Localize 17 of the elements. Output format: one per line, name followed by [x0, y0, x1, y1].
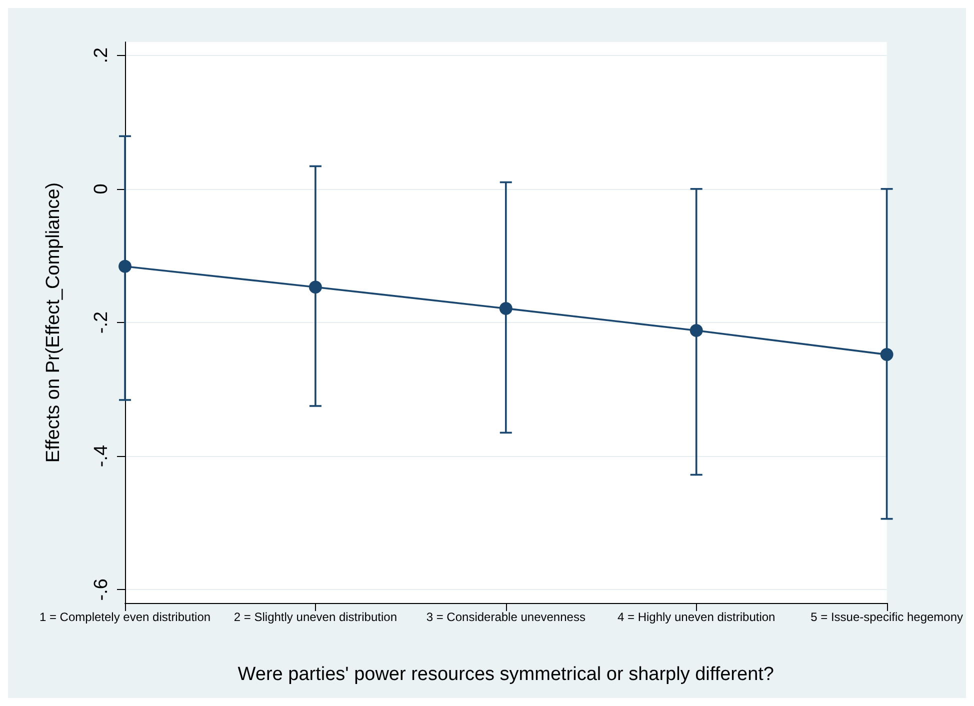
y-tick-label: .2	[91, 47, 112, 64]
x-tick-label: 4 = Highly uneven distribution	[617, 610, 776, 624]
point	[880, 348, 894, 362]
y-tick-label: -.6	[91, 578, 112, 601]
x-tick-label: 1 = Completely even distribution	[39, 610, 211, 624]
x-axis-title: Were parties' power resources symmetrical or sharply different?	[238, 664, 774, 685]
x-tick-label: 3 = Considerable unevenness	[426, 610, 586, 624]
point	[308, 280, 322, 294]
y-tick-label: -.2	[91, 311, 112, 334]
y-tick-label: -.4	[91, 444, 112, 468]
point	[690, 324, 703, 338]
x-tick-label: 5 = Issue-specific hegemony	[810, 610, 964, 624]
y-tick-label: 0	[91, 184, 112, 194]
y-axis-title: Effects on Pr(Effect_Compliance)	[43, 182, 64, 463]
point	[499, 302, 512, 315]
x-tick-label: 2 = Slightly uneven distribution	[234, 610, 398, 624]
point	[118, 260, 132, 273]
